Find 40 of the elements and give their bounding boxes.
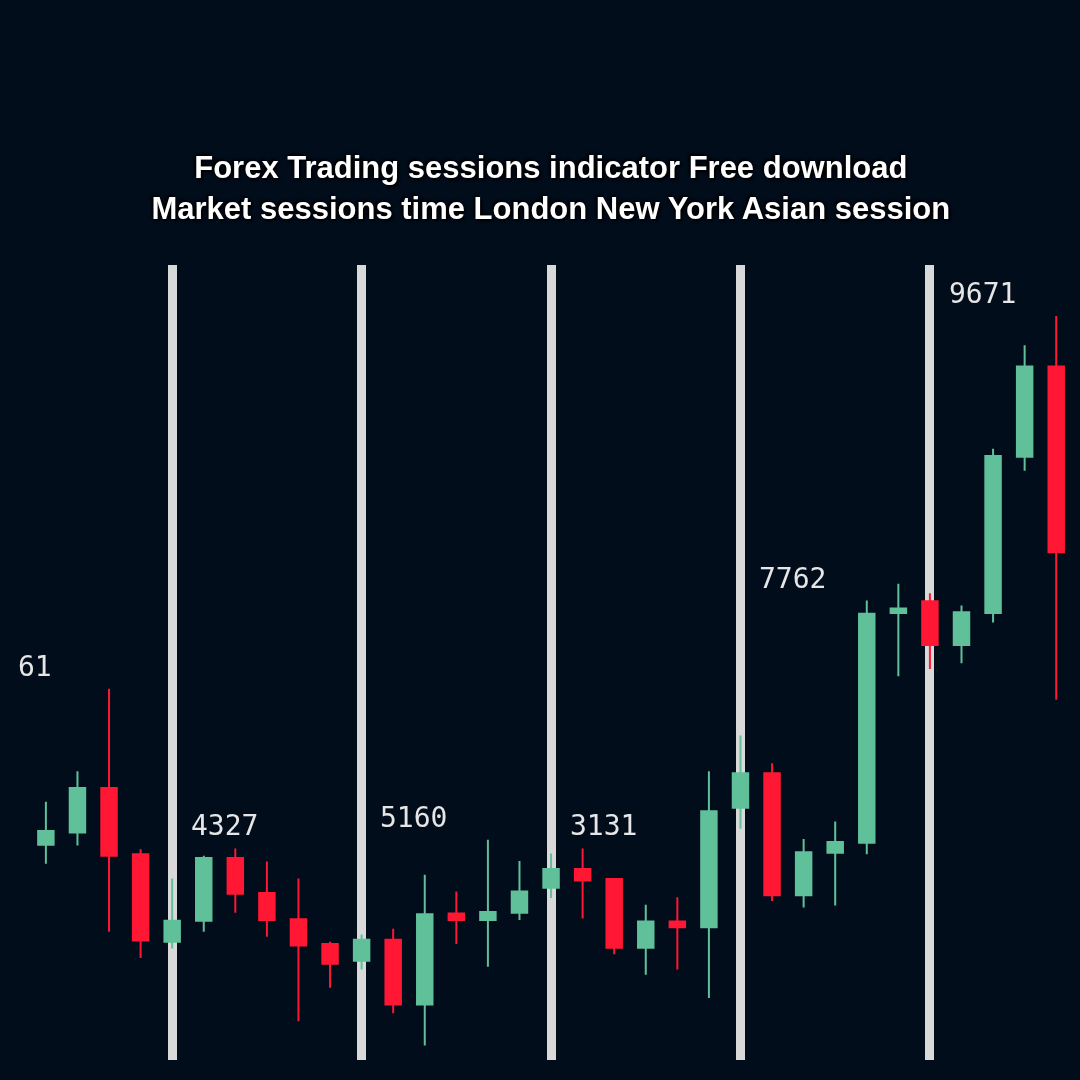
candlestick [100,687,118,933]
candlestick [510,859,529,921]
candlestick [605,877,623,956]
candlestick [573,847,592,920]
annotation: 4327 [191,809,259,842]
candlestick [226,847,245,914]
candlestick [921,592,939,671]
candlestick [731,734,750,830]
candlestick [858,599,876,856]
candlestick [131,848,150,959]
candlestick [826,820,844,907]
candlestick [763,762,781,902]
candlestick [416,873,434,1047]
annotation: 3131 [570,809,638,842]
candlestick [384,927,402,1015]
annotation: 7762 [759,562,827,595]
chart-title: Forex Trading sessions indicator Free download Market sessions time London New York Asian session [151,150,951,226]
candlestick [37,800,55,865]
candlestick [984,447,1002,624]
candlestick [700,770,718,999]
candlestick [889,582,908,678]
candlestick [195,854,213,933]
candlestick [1015,344,1034,472]
candlestick [479,838,497,968]
candlestick [952,604,971,665]
candlestick [447,890,466,946]
candlestick [68,770,87,847]
candlestick [163,877,181,950]
candlestick [542,852,560,900]
candlestick [1047,315,1065,701]
candlestick [794,838,813,909]
candlestick [352,933,371,971]
candlestick [637,903,655,976]
candlestick [321,940,339,989]
candlestick [289,877,308,1023]
candlestick [668,896,687,971]
annotation: 61 [18,650,52,683]
candlestick [258,860,276,938]
text: 9671 [949,277,1017,310]
annotation: 5160 [380,801,448,834]
